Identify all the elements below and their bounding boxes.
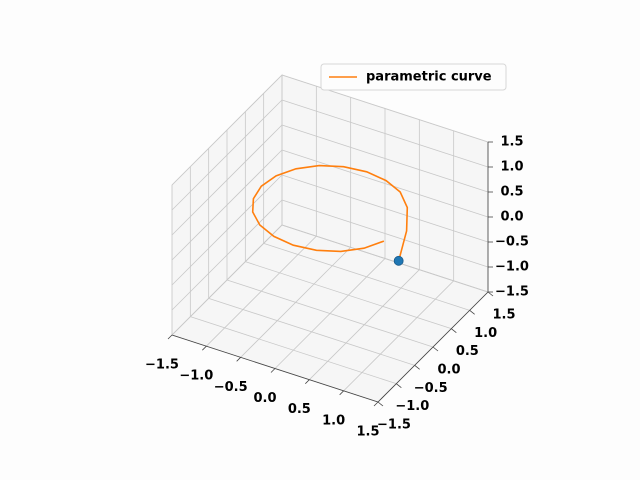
grid-line — [171, 149, 283, 261]
grid-line — [281, 124, 489, 193]
grid-line — [263, 242, 470, 311]
y-tick-label: 0.0 — [437, 363, 460, 378]
legend-box — [320, 63, 507, 91]
curve — [251, 164, 409, 262]
grid-line — [281, 74, 489, 143]
z-tick-label: 0.0 — [500, 210, 523, 225]
tick-mark — [339, 390, 344, 396]
tick-mark — [202, 345, 207, 351]
tick-mark — [236, 357, 241, 362]
grid-line — [226, 279, 434, 348]
z-tick-label: −0.5 — [495, 235, 529, 250]
grid-line — [190, 316, 397, 385]
y-tick-label: −0.5 — [414, 381, 448, 396]
x-tick-label: 1.5 — [356, 425, 379, 440]
z-tick-label: 1.0 — [500, 160, 523, 175]
y-tick-label: −1.5 — [377, 418, 411, 433]
y-tick-label: 1.5 — [492, 308, 515, 323]
grid-line — [245, 261, 452, 330]
grid-line — [171, 199, 283, 311]
scatter-point — [393, 255, 404, 266]
tick-mark — [451, 328, 457, 333]
tick-mark — [167, 334, 173, 340]
tick-mark — [432, 346, 439, 352]
x-tick-label: 0.5 — [288, 402, 311, 417]
grid-line — [171, 124, 283, 236]
grid-line — [281, 99, 489, 168]
tick-mark — [487, 291, 494, 297]
z-tick-label: 1.5 — [500, 135, 523, 150]
tick-mark — [377, 401, 384, 407]
tick-mark — [396, 383, 402, 388]
tick-mark — [270, 368, 276, 373]
z-tick-label: −1.0 — [495, 260, 529, 275]
grid-line — [171, 74, 283, 186]
y-tick-label: 0.5 — [456, 344, 479, 359]
x-tick-label: −0.5 — [214, 380, 248, 395]
x-tick-label: 0.0 — [253, 391, 276, 406]
tick-mark — [373, 401, 379, 407]
grid-line — [171, 174, 283, 286]
x-tick-label: −1.0 — [179, 369, 213, 384]
tick-mark — [414, 365, 420, 370]
grid-line — [281, 224, 489, 293]
grid-line — [281, 199, 489, 268]
grid-line — [208, 297, 415, 366]
grid-line — [171, 224, 283, 336]
legend-label: parametric curve — [366, 70, 492, 85]
y-tick-label: −1.0 — [395, 399, 429, 414]
grid-line — [281, 149, 489, 218]
z-tick-label: 0.5 — [500, 185, 523, 200]
y-tick-label: 1.0 — [474, 326, 497, 341]
tick-mark — [305, 379, 310, 384]
grid-line — [171, 99, 283, 211]
grid-line — [281, 174, 489, 243]
tick-mark — [469, 310, 475, 315]
x-tick-label: 1.0 — [322, 413, 345, 428]
z-tick-label: −1.5 — [495, 285, 529, 300]
x-tick-label: −1.5 — [145, 358, 179, 373]
